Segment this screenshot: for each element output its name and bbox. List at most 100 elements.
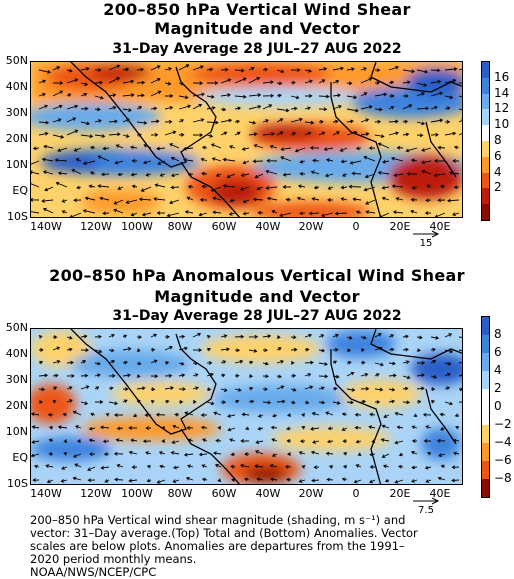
vector-scale-arrow [413, 497, 440, 505]
wind-vector-arrow [416, 82, 428, 87]
wind-vector-arrow [171, 440, 180, 445]
longitude-label: 140W [30, 220, 62, 233]
wind-vector-arrow [290, 373, 297, 378]
wind-vector-arrow [402, 119, 409, 124]
wind-vector-arrow [388, 399, 396, 404]
wind-vector-arrow [265, 185, 278, 190]
wind-vector-arrow [114, 413, 124, 417]
wind-vector-arrow [430, 132, 439, 137]
wind-vector-arrow [94, 361, 101, 366]
wind-vector-arrow [256, 186, 264, 191]
wind-vector-arrow [43, 144, 54, 149]
wind-vector-arrow [94, 373, 101, 378]
wind-vector-arrow [234, 359, 244, 364]
wind-vector-arrow [240, 186, 250, 191]
wind-vector-arrow [206, 120, 219, 125]
wind-vector-arrow [220, 93, 231, 97]
wind-vector-arrow [136, 348, 141, 353]
wind-vector-arrow [248, 360, 254, 365]
wind-vector-arrow [38, 387, 46, 392]
wind-vector-arrow [327, 186, 334, 190]
wind-vector-arrow [287, 413, 292, 418]
wind-vector-arrow [88, 438, 96, 443]
wind-vector-arrow [346, 108, 359, 113]
wind-vector-arrow [402, 69, 416, 74]
longitude-label: 0 [352, 487, 360, 500]
wind-vector-arrow [192, 92, 206, 97]
wind-vector-arrow [60, 478, 68, 483]
wind-vector-arrow [458, 361, 462, 364]
wind-vector-arrow [94, 68, 102, 72]
wind-vector-arrow [80, 66, 90, 71]
wind-vector-arrow [71, 169, 82, 175]
wind-vector-arrow [164, 373, 173, 378]
colorbar-swatch [482, 461, 489, 479]
colorbar-swatch [482, 389, 489, 407]
wind-vector-arrow [82, 209, 96, 214]
wind-vector-arrow [290, 95, 300, 100]
wind-vector-arrow [318, 67, 328, 71]
wind-vector-arrow [430, 335, 440, 340]
wind-vector-arrow [170, 156, 180, 162]
wind-vector-arrow [388, 347, 395, 352]
wind-vector-arrow [234, 373, 240, 378]
wind-vector-arrow [90, 171, 96, 175]
wind-vector-arrow [102, 146, 110, 151]
wind-vector-arrow [374, 68, 381, 73]
wind-vector-arrow [365, 210, 376, 214]
wind-vector-arrow [122, 347, 132, 351]
wind-vector-arrow [32, 146, 40, 151]
wind-vector-arrow [394, 411, 404, 416]
wind-vector-arrow [114, 160, 124, 165]
wind-vector-arrow [206, 347, 211, 352]
top-shear-map-graphic [31, 62, 462, 217]
wind-vector-arrow [31, 210, 40, 214]
wind-vector-arrow [458, 387, 462, 392]
wind-vector-arrow [425, 198, 432, 203]
wind-vector-arrow [38, 400, 44, 404]
wind-vector-arrow [122, 93, 135, 98]
top-colorbar [481, 61, 490, 221]
wind-vector-arrow [327, 426, 334, 431]
wind-vector-arrow [296, 196, 306, 201]
wind-vector-arrow [416, 133, 424, 138]
wind-vector-arrow [186, 425, 194, 430]
bottom-subtitle-2: 31–Day Average 28 JUL–27 AUG 2022 [112, 308, 402, 324]
wind-vector-arrow [130, 212, 138, 217]
top-title: 200–850 hPa Vertical Wind Shear [103, 0, 411, 19]
wind-vector-arrow [256, 477, 264, 482]
wind-vector-arrow [199, 197, 208, 202]
wind-vector-arrow [444, 131, 457, 136]
wind-vector-arrow [290, 80, 296, 85]
wind-vector-arrow [242, 199, 250, 204]
wind-vector-arrow [150, 347, 156, 352]
colorbar-label: 6 [494, 345, 502, 359]
wind-vector-arrow [55, 181, 68, 188]
wind-vector-arrow [122, 118, 130, 123]
wind-vector-arrow [271, 453, 278, 457]
wind-vector-arrow [318, 400, 326, 405]
wind-vector-arrow [230, 464, 236, 469]
wind-vector-arrow [90, 412, 96, 417]
wind-vector-arrow [271, 210, 278, 214]
wind-vector-arrow [430, 360, 437, 364]
wind-vector-arrow [304, 400, 310, 405]
wind-vector-arrow [388, 131, 400, 136]
wind-vector-arrow [242, 211, 250, 216]
wind-vector-arrow [368, 425, 376, 430]
wind-vector-arrow [66, 347, 73, 352]
wind-vector-arrow [62, 412, 68, 417]
wind-vector-arrow [392, 210, 404, 215]
wind-vector-arrow [136, 386, 146, 391]
wind-vector-arrow [234, 94, 247, 99]
wind-vector-arrow [88, 184, 96, 189]
wind-vector-arrow [61, 466, 68, 470]
wind-vector-arrow [452, 159, 460, 163]
colorbar-label: 2 [494, 180, 502, 195]
wind-vector-arrow [38, 79, 47, 84]
colorbar-swatch [482, 62, 489, 78]
latitude-label: 40N [5, 347, 28, 360]
longitude-label: 100W [121, 487, 153, 500]
wind-vector-arrow [94, 80, 103, 85]
wind-vector-arrow [369, 412, 376, 417]
